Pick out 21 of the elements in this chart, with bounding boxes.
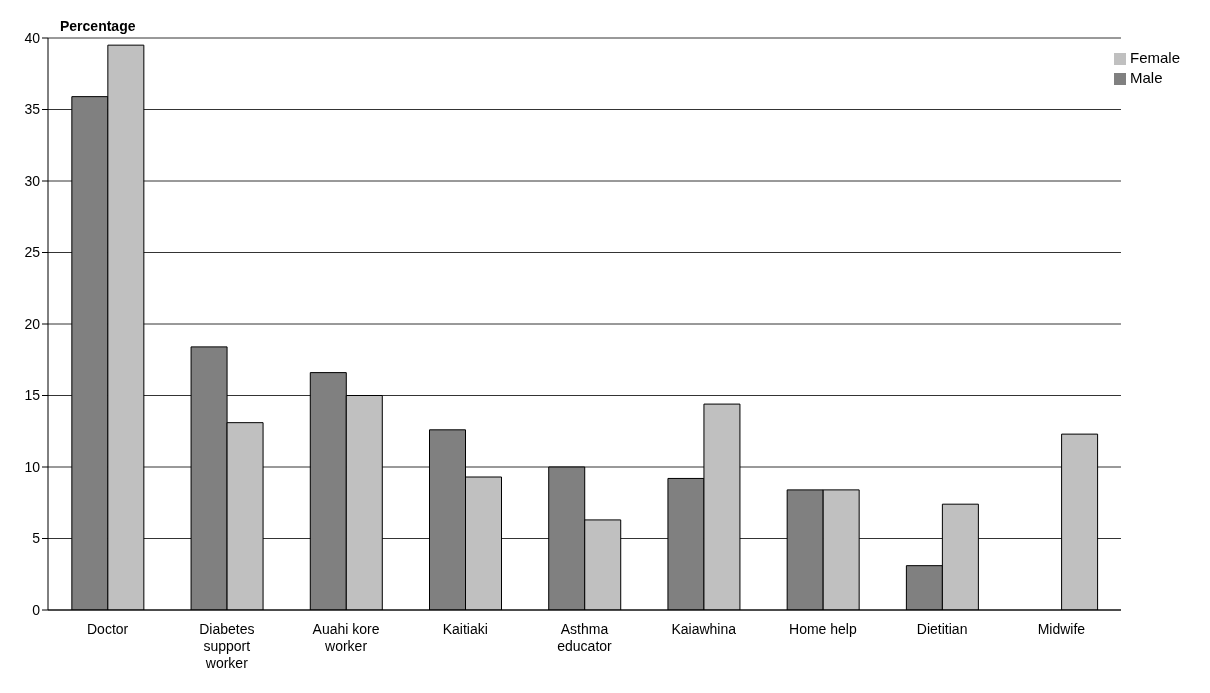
y-tick-label: 35 bbox=[24, 101, 41, 118]
x-tick-label: Asthma educator bbox=[557, 621, 613, 654]
y-tick-label: 40 bbox=[24, 29, 41, 46]
y-tick-label: 5 bbox=[32, 530, 41, 547]
x-tick-label: Kaitiaki bbox=[442, 621, 488, 637]
y-tick-label: 0 bbox=[32, 601, 41, 618]
x-tick-label: Doctor bbox=[86, 621, 129, 637]
y-tick-label: 10 bbox=[24, 458, 41, 475]
y-tick-label: 20 bbox=[24, 315, 41, 332]
x-tick-label: Auahi kore worker bbox=[312, 621, 380, 654]
x-tick-label: Home help bbox=[789, 621, 857, 637]
y-tick-label: 25 bbox=[24, 244, 41, 261]
y-axis-title: Percentage bbox=[60, 18, 136, 34]
x-tick-label: Diabetes support worker bbox=[199, 621, 255, 671]
x-tick-label: Kaiawhina bbox=[671, 621, 737, 637]
legend-label: Male bbox=[1129, 69, 1163, 86]
legend-label: Female bbox=[1129, 49, 1180, 66]
y-tick-label: 30 bbox=[24, 172, 41, 189]
x-tick-label: Dietitian bbox=[916, 621, 968, 637]
x-tick-label: Midwife bbox=[1037, 621, 1086, 637]
y-tick-label: 15 bbox=[24, 387, 41, 404]
